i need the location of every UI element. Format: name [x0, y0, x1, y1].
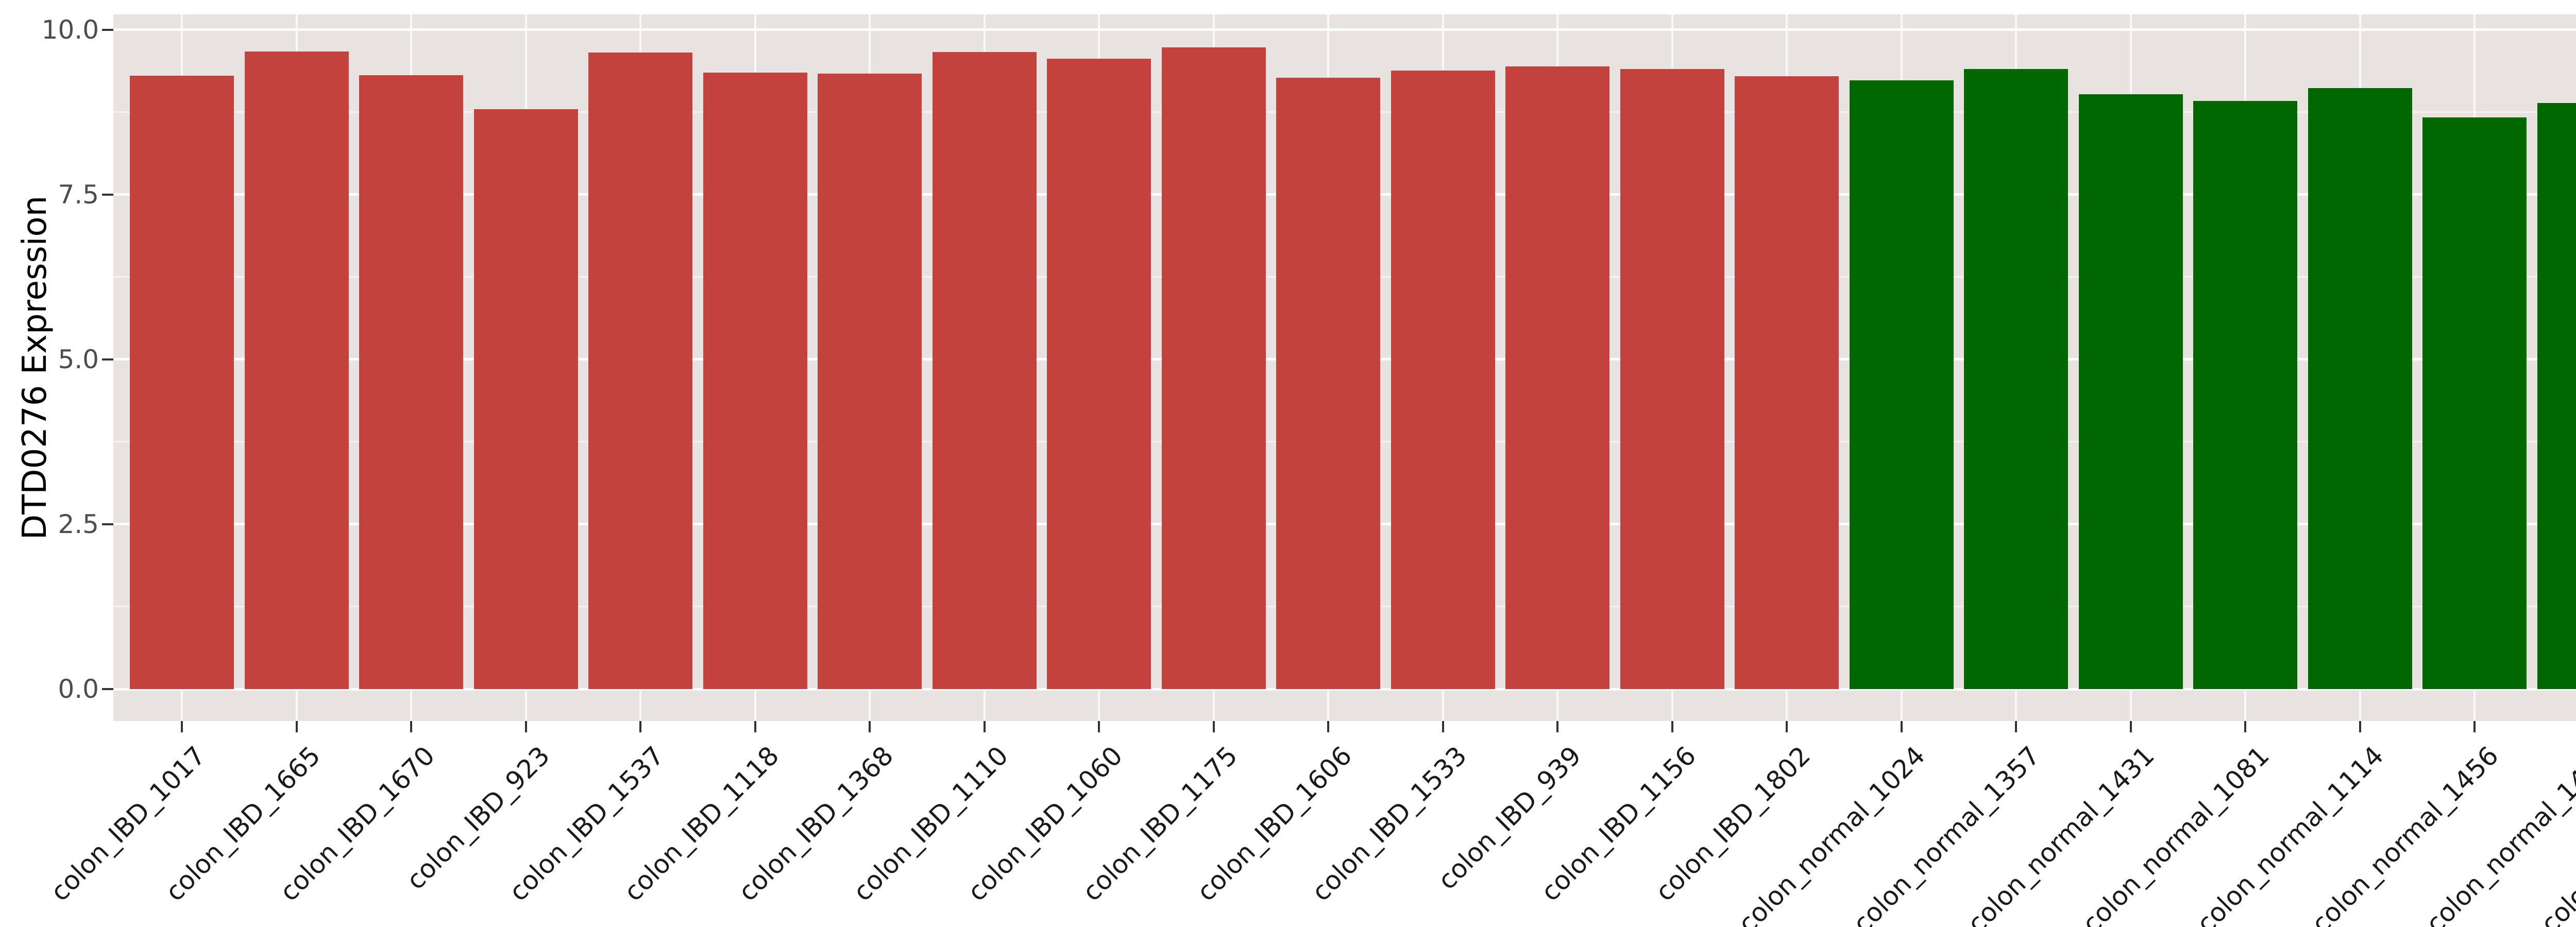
bar [703, 72, 807, 689]
bar [2537, 102, 2576, 689]
y-tick-mark [102, 28, 113, 31]
bar [2422, 117, 2527, 689]
bar [1505, 66, 1610, 689]
bar [1964, 69, 2069, 689]
bar [1849, 80, 1954, 689]
x-tick-mark [524, 721, 527, 732]
x-tick-mark [295, 721, 298, 732]
x-tick-mark [983, 721, 986, 732]
x-tick-mark [1098, 721, 1100, 732]
bar [2078, 94, 2183, 689]
x-tick-mark [754, 721, 756, 732]
y-tick-mark [102, 193, 113, 196]
x-tick-mark [639, 721, 642, 732]
x-tick-mark [410, 721, 413, 732]
x-tick-label: colon_normal_1440 [2420, 741, 2576, 927]
plot-area [113, 14, 2576, 721]
x-tick-mark [869, 721, 871, 732]
bar [1735, 76, 1839, 689]
x-tick-mark [1900, 721, 1903, 732]
bar [1047, 58, 1151, 689]
x-tick-mark [181, 721, 183, 732]
x-tick-mark [1442, 721, 1444, 732]
bar [244, 51, 349, 689]
x-tick-mark [2129, 721, 2132, 732]
y-tick-mark [102, 688, 113, 690]
bar [818, 74, 922, 689]
major-gridline [113, 688, 2576, 691]
major-gridline [113, 28, 2576, 31]
bar [2193, 100, 2298, 689]
x-tick-mark [1671, 721, 1673, 732]
bar [1391, 70, 1495, 689]
bar [1161, 47, 1266, 689]
x-tick-mark [1556, 721, 1559, 732]
y-tick-label: 0.0 [58, 674, 99, 704]
bar [1276, 77, 1381, 689]
bar [1620, 69, 1724, 689]
x-tick-mark [1786, 721, 1788, 732]
x-tick-mark [2473, 721, 2476, 732]
bar [2308, 88, 2412, 689]
bar [359, 75, 464, 689]
y-tick-label: 5.0 [58, 344, 99, 374]
bar [130, 76, 234, 689]
x-tick-mark [2015, 721, 2018, 732]
y-tick-label: 2.5 [58, 509, 99, 539]
bar [473, 109, 578, 689]
x-tick-mark [1327, 721, 1330, 732]
y-tick-label: 7.5 [58, 179, 99, 210]
y-tick-label: 10.0 [41, 14, 99, 45]
bar [588, 53, 693, 689]
x-tick-mark [2244, 721, 2247, 732]
y-tick-mark [102, 358, 113, 360]
bar [932, 52, 1037, 689]
x-tick-mark [2359, 721, 2361, 732]
x-tick-mark [1212, 721, 1215, 732]
y-tick-mark [102, 523, 113, 525]
